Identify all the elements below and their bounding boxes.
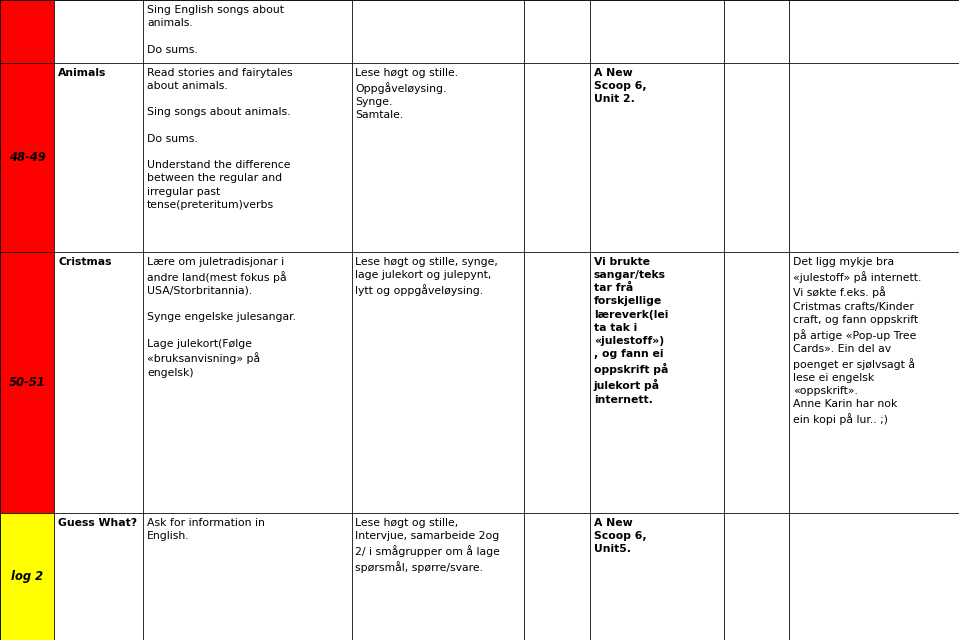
Text: log 2: log 2 [12, 570, 43, 583]
Bar [724, 63, 789, 252]
Text: 50-51: 50-51 [9, 376, 45, 388]
Text: Sing English songs about
animals.

Do sums.: Sing English songs about animals. Do sum… [147, 5, 284, 55]
Bar [55, 0, 143, 63]
Bar [524, 513, 590, 640]
Bar [524, 252, 590, 513]
Text: Vi brukte
sangar/teks
tar frå
forskjellige
læreverk(lei
ta tak i
«julestoff»)
, : Vi brukte sangar/teks tar frå forskjelli… [594, 257, 668, 404]
Bar [0, 513, 55, 640]
Bar [0, 252, 55, 513]
Text: A New
Scoop 6,
Unit5.: A New Scoop 6, Unit5. [594, 518, 646, 554]
Text: A New
Scoop 6,
Unit 2.: A New Scoop 6, Unit 2. [594, 68, 646, 104]
Bar [352, 252, 524, 513]
Bar [0, 0, 55, 63]
Bar [590, 63, 724, 252]
Bar [55, 63, 143, 252]
Bar [143, 0, 352, 63]
Text: Lære om juletradisjonar i
andre land(mest fokus på
USA/Storbritannia).

Synge en: Lære om juletradisjonar i andre land(mes… [147, 257, 296, 378]
Text: Lese høgt og stille,
Intervjue, samarbeide 2og
2/ i smågrupper om å lage
spørsmå: Lese høgt og stille, Intervjue, samarbei… [356, 518, 501, 573]
Bar [352, 0, 524, 63]
Bar [524, 0, 590, 63]
Bar [789, 513, 959, 640]
Bar [352, 513, 524, 640]
Text: 48-49: 48-49 [9, 150, 45, 164]
Bar [143, 252, 352, 513]
Bar [143, 63, 352, 252]
Bar [55, 252, 143, 513]
Bar [590, 0, 724, 63]
Bar [352, 63, 524, 252]
Text: Guess What?: Guess What? [58, 518, 137, 528]
Bar [789, 252, 959, 513]
Bar [789, 0, 959, 63]
Bar [143, 513, 352, 640]
Bar [524, 63, 590, 252]
Text: Animals: Animals [58, 68, 106, 78]
Text: Ask for information in
English.: Ask for information in English. [147, 518, 265, 541]
Bar [55, 513, 143, 640]
Bar [789, 63, 959, 252]
Bar [724, 252, 789, 513]
Text: Lese høgt og stille.
Oppgåveløysing.
Synge.
Samtale.: Lese høgt og stille. Oppgåveløysing. Syn… [356, 68, 458, 120]
Text: Lese høgt og stille, synge,
lage julekort og julepynt,
lytt og oppgåveløysing.: Lese høgt og stille, synge, lage julekor… [356, 257, 499, 296]
Text: Cristmas: Cristmas [58, 257, 111, 267]
Text: Det ligg mykje bra
«julestoff» på internett.
Vi søkte f.eks. på
Cristmas crafts/: Det ligg mykje bra «julestoff» på intern… [793, 257, 922, 425]
Bar [724, 513, 789, 640]
Bar [590, 252, 724, 513]
Text: Read stories and fairytales
about animals.

Sing songs about animals.

Do sums.
: Read stories and fairytales about animal… [147, 68, 292, 210]
Bar [724, 0, 789, 63]
Bar [0, 63, 55, 252]
Bar [590, 513, 724, 640]
